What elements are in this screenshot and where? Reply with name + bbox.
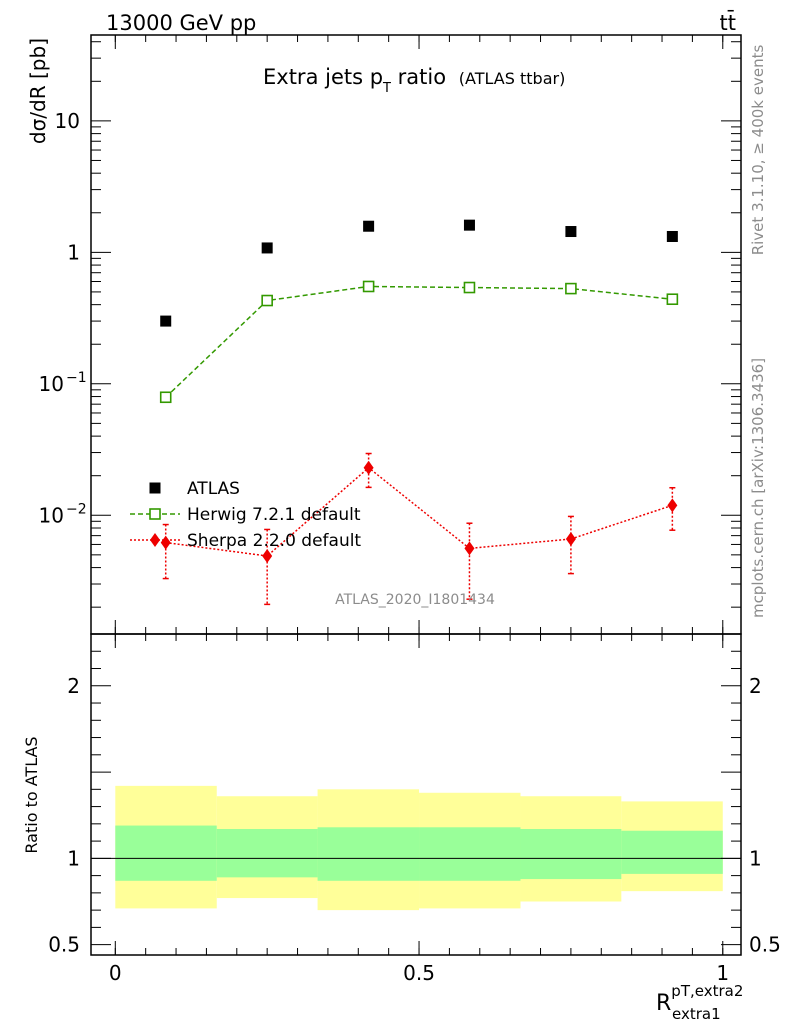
- ratio-band-inner: [520, 829, 622, 880]
- sherpa-line: [165, 466, 673, 557]
- sherpa-point: [262, 549, 273, 564]
- chart-title-rest: ratio: [391, 65, 446, 89]
- herwig-point: [159, 391, 172, 404]
- legend-label: Sherpa 2.2.0 default: [187, 531, 361, 551]
- sherpa-series: [160, 452, 678, 606]
- atlas-series: [160, 219, 678, 327]
- atlas-point: [463, 219, 475, 231]
- legend-herwig-marker: [149, 508, 161, 520]
- rivet-label: Rivet 3.1.10, ≥ 400k events: [749, 45, 767, 256]
- herwig-point: [666, 293, 679, 306]
- y-axis-label-ratio: Ratio to ATLAS: [22, 736, 41, 853]
- ratio-band-inner: [115, 825, 217, 881]
- y-main-tick-label: 10: [39, 372, 64, 396]
- atlas-point: [160, 315, 172, 327]
- ratio-plot-frame: [90, 633, 742, 956]
- y-ratio-tick-label-right: 0.5: [749, 933, 781, 957]
- atlas-point: [261, 242, 273, 254]
- herwig-point: [362, 280, 375, 293]
- x-tick-label: 0: [109, 961, 122, 985]
- sherpa-point: [565, 531, 576, 546]
- process-label: tt̄: [720, 10, 736, 35]
- x-tick-label: 0.5: [403, 961, 435, 985]
- y-axis-label-main: dσ/dR [pb]: [26, 38, 50, 144]
- analysis-id: ATLAS_2020_I1801434: [335, 592, 495, 608]
- mcplots-label: mcplots.cern.ch [arXiv:1306.3436]: [749, 358, 767, 618]
- herwig-line: [165, 285, 673, 398]
- herwig-point: [565, 282, 577, 295]
- sherpa-point: [667, 498, 678, 513]
- legend-atlas-marker: [149, 482, 161, 494]
- y-main-tick-label-exp: −2: [66, 501, 87, 517]
- y-main-tick-label: 10: [55, 109, 80, 133]
- chart-title: Extra jets pT ratio (ATLAS ttbar): [263, 65, 565, 96]
- chart-title-note: (ATLAS ttbar): [459, 69, 566, 88]
- x-tick-label: 1: [716, 961, 729, 985]
- y-ratio-tick-label: 1: [67, 846, 80, 870]
- ratio-band-inner: [621, 830, 723, 874]
- legend-label: Herwig 7.2.1 default: [187, 505, 361, 525]
- herwig-point: [261, 294, 273, 307]
- y-main-tick-label-exp: −1: [66, 370, 87, 386]
- y-main-tick-label: 1: [67, 240, 80, 264]
- y-ratio-tick-label: 2: [67, 674, 80, 698]
- ratio-band-inner: [216, 829, 318, 878]
- plot-frames: [90, 34, 742, 956]
- ratio-band-inner: [317, 827, 420, 881]
- x-axis-label-sup: pT,extra2: [671, 982, 743, 1000]
- y-ratio-tick-label: 0.5: [48, 933, 80, 957]
- herwig-series: [159, 280, 679, 404]
- x-axis-label-sub: extra1: [672, 1005, 721, 1023]
- legend-sherpa-marker: [150, 533, 160, 547]
- atlas-point: [565, 226, 577, 238]
- legend-label: ATLAS: [187, 479, 240, 499]
- legend: ATLAS Herwig 7.2.1 default Sherpa 2.2.0 de…: [130, 479, 361, 551]
- y-main-tick-label: 10: [39, 503, 64, 527]
- chart-title-sub: T: [382, 81, 391, 96]
- energy-label: 13000 GeV pp: [106, 11, 256, 35]
- sherpa-point: [363, 460, 374, 475]
- atlas-point: [666, 230, 678, 242]
- y-ratio-tick-label-right: 1: [749, 846, 762, 870]
- y-ratio-tick-label-right: 2: [749, 674, 762, 698]
- sherpa-point: [160, 535, 171, 550]
- sherpa-point: [464, 541, 475, 556]
- ratio-band-inner: [419, 827, 521, 881]
- chart-title-main: Extra jets p: [263, 65, 383, 89]
- x-axis-label-main: R: [656, 991, 671, 1016]
- ratio-bands: [91, 785, 741, 911]
- atlas-point: [363, 220, 375, 232]
- herwig-point: [463, 281, 476, 294]
- x-axis-label: RpT,extra2: [656, 982, 743, 1016]
